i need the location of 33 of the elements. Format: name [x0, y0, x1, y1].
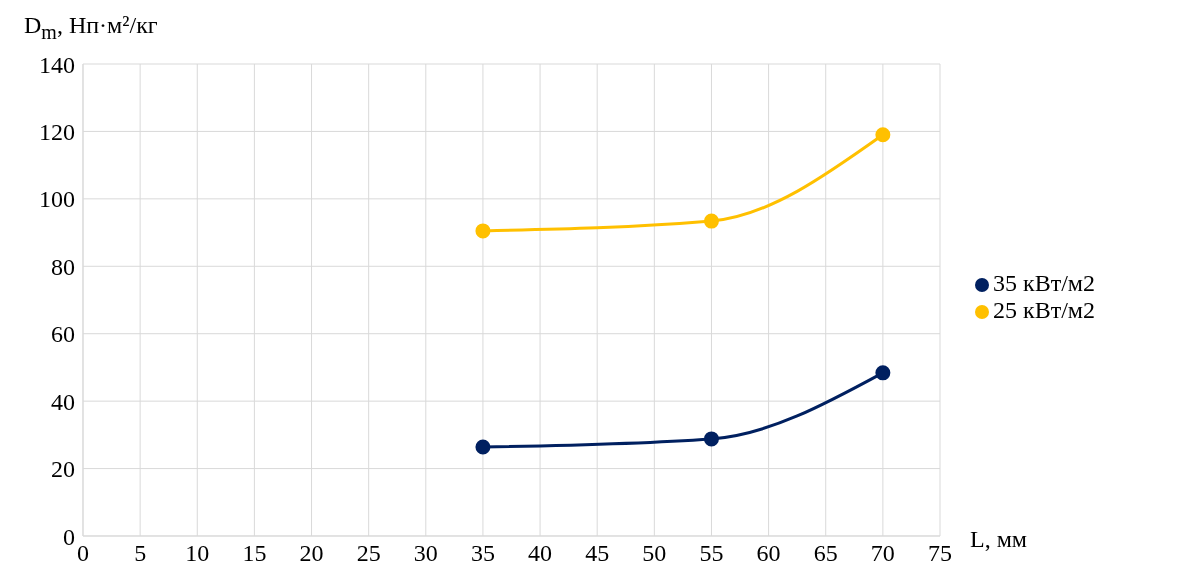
y-tick-label: 60	[51, 321, 75, 348]
point	[875, 127, 891, 143]
point	[875, 365, 891, 381]
y-tick-label: 40	[51, 388, 75, 415]
legend-label: 25 кВт/м2	[993, 297, 1096, 323]
x-tick-label: 60	[756, 540, 781, 567]
y-tick-label: 140	[39, 51, 75, 78]
x-tick-label: 55	[699, 540, 724, 567]
point	[475, 439, 491, 455]
y-tick-label: 20	[51, 456, 75, 483]
point	[475, 223, 491, 239]
x-tick-label: 30	[413, 540, 438, 567]
x-tick-label: 25	[356, 540, 381, 567]
x-tick-label: 50	[642, 540, 667, 567]
x-tick-label: 10	[185, 540, 210, 567]
point	[703, 213, 719, 229]
x-tick-label: 5	[134, 540, 147, 567]
point	[703, 431, 719, 447]
y-tick-label: 0	[63, 523, 75, 550]
x-tick-label: 15	[242, 540, 267, 567]
legend-label: 35 кВт/м2	[993, 270, 1096, 296]
x-tick-label: 45	[585, 540, 610, 567]
x-tick-label: 75	[928, 540, 952, 567]
y-axis-title: D$_{m}$, Нп·м²/кг	[24, 12, 158, 44]
x-tick-label: 65	[813, 540, 838, 567]
y-tick-label: 100	[39, 186, 75, 213]
x-tick-label: 70	[870, 540, 895, 567]
y-tick-label: 80	[51, 253, 75, 280]
x-axis-title: L, мм	[970, 526, 1028, 553]
y-tick-label: 120	[39, 118, 75, 145]
x-tick-label: 40	[528, 540, 553, 567]
x-tick-label: 20	[299, 540, 324, 567]
x-tick-label: 35	[470, 540, 495, 567]
